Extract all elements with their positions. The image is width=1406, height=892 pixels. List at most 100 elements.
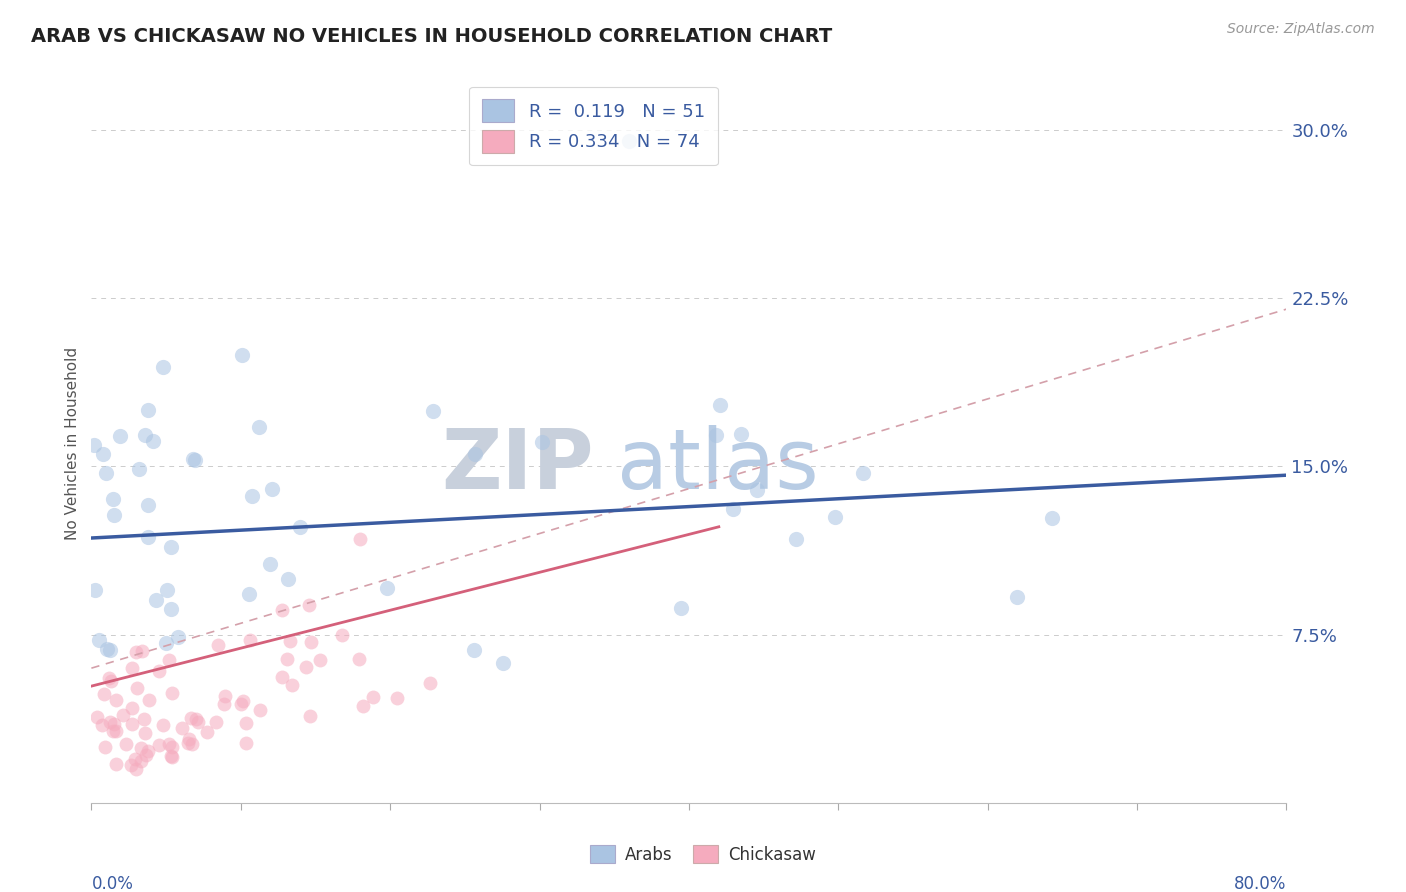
Point — [160, 739, 183, 754]
Point — [721, 501, 744, 516]
Point — [111, 707, 134, 722]
Point — [235, 715, 257, 730]
Point — [138, 744, 160, 758]
Point — [1007, 590, 1029, 604]
Point — [160, 601, 183, 615]
Point — [156, 583, 179, 598]
Point — [238, 587, 260, 601]
Point — [104, 723, 127, 738]
Point — [730, 427, 752, 442]
Text: 80.0%: 80.0% — [1234, 874, 1286, 892]
Point — [214, 697, 236, 711]
Point — [308, 653, 330, 667]
Point — [385, 691, 408, 706]
Point — [131, 754, 153, 768]
Point — [104, 757, 127, 772]
Point — [330, 628, 353, 642]
Point — [145, 593, 167, 607]
Point — [240, 490, 263, 504]
Point — [90, 718, 112, 732]
Point — [852, 466, 875, 480]
Point — [353, 698, 375, 713]
Point — [785, 532, 807, 546]
Point — [94, 466, 117, 480]
Point — [361, 690, 384, 704]
Text: Source: ZipAtlas.com: Source: ZipAtlas.com — [1227, 22, 1375, 37]
Point — [83, 582, 105, 597]
Text: ARAB VS CHICKASAW NO VEHICLES IN HOUSEHOLD CORRELATION CHART: ARAB VS CHICKASAW NO VEHICLES IN HOUSEHO… — [31, 27, 832, 45]
Point — [124, 762, 146, 776]
Point — [108, 428, 131, 442]
Point — [704, 428, 727, 442]
Point — [124, 752, 146, 766]
Point — [125, 645, 148, 659]
Point — [101, 723, 124, 738]
Point — [288, 520, 311, 534]
Point — [183, 451, 205, 466]
Point — [195, 725, 218, 739]
Point — [98, 643, 121, 657]
Point — [259, 557, 281, 571]
Point — [276, 652, 298, 666]
Point — [419, 676, 441, 690]
Point — [105, 692, 128, 706]
Point — [120, 757, 142, 772]
Text: 0.0%: 0.0% — [91, 874, 134, 892]
Point — [271, 670, 294, 684]
Point — [136, 402, 159, 417]
Point — [530, 434, 553, 449]
Point — [125, 681, 148, 696]
Point — [160, 748, 183, 763]
Point — [464, 447, 486, 461]
Point — [177, 732, 200, 747]
Point — [138, 693, 160, 707]
Point — [121, 701, 143, 715]
Point — [463, 643, 485, 657]
Point — [148, 738, 170, 752]
Point — [280, 678, 302, 692]
Point — [134, 712, 156, 726]
Point — [422, 403, 444, 417]
Point — [349, 652, 371, 666]
Point — [93, 687, 115, 701]
Point — [1040, 510, 1063, 524]
Point — [277, 572, 299, 586]
Point — [619, 134, 641, 148]
Point — [103, 716, 125, 731]
Point — [136, 499, 159, 513]
Point — [709, 398, 731, 412]
Point — [155, 636, 177, 650]
Point — [98, 714, 121, 729]
Point — [184, 453, 207, 467]
Point — [235, 736, 257, 750]
Point — [89, 632, 111, 647]
Point — [103, 492, 125, 507]
Point — [298, 709, 321, 723]
Point — [100, 673, 122, 688]
Point — [134, 726, 156, 740]
Point — [824, 510, 846, 524]
Point — [375, 581, 398, 595]
Point — [94, 739, 117, 754]
Point — [97, 672, 120, 686]
Point — [142, 434, 165, 448]
Point — [232, 693, 254, 707]
Point — [129, 741, 152, 756]
Point — [170, 721, 193, 735]
Point — [260, 482, 283, 496]
Point — [157, 737, 180, 751]
Point — [299, 635, 322, 649]
Point — [249, 702, 271, 716]
Point — [167, 630, 190, 644]
Point — [295, 660, 318, 674]
Point — [152, 360, 174, 375]
Point — [214, 689, 236, 703]
Point — [181, 738, 204, 752]
Point — [157, 653, 180, 667]
Point — [160, 686, 183, 700]
Point — [159, 540, 181, 554]
Point — [205, 714, 228, 729]
Point — [247, 420, 270, 434]
Point — [492, 656, 515, 670]
Point — [115, 737, 138, 751]
